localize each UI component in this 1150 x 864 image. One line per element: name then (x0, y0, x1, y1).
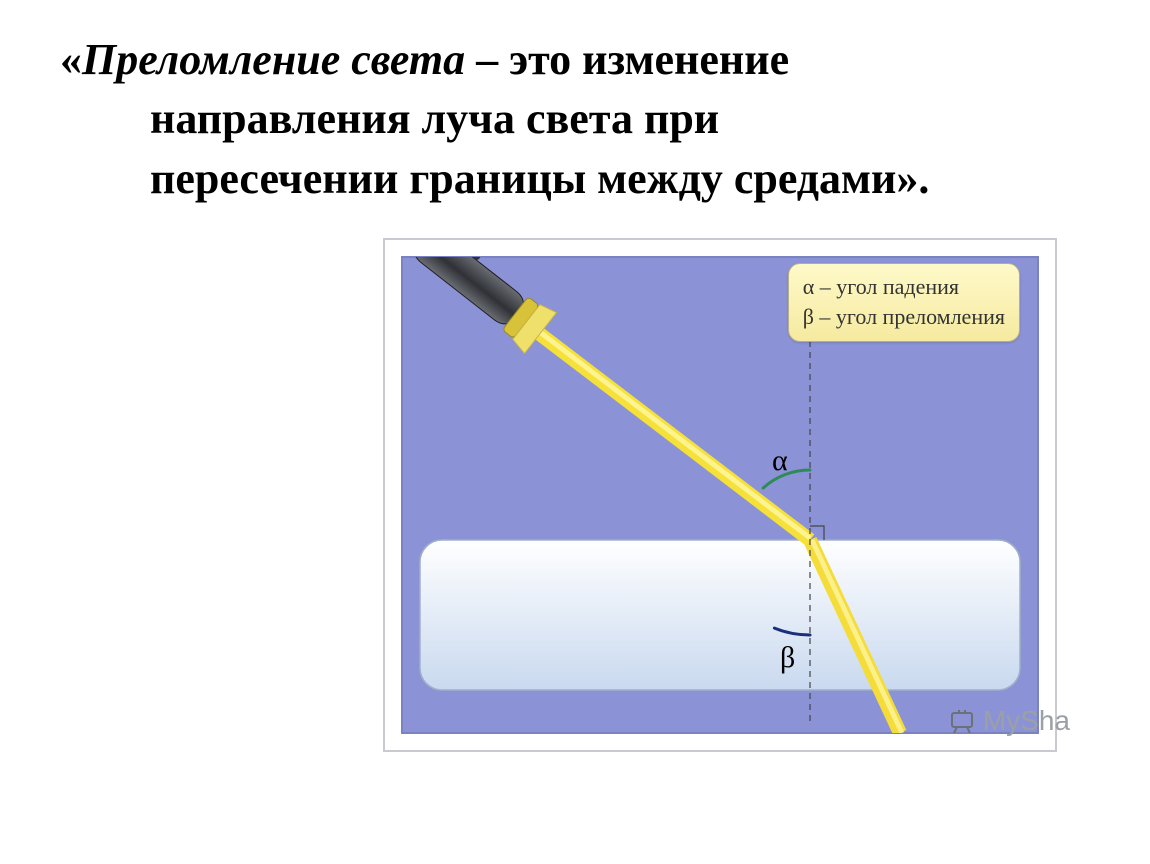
definition-line1-rest: это изменение (509, 35, 789, 84)
legend-alpha: α – угол падения (803, 272, 1005, 302)
watermark: MySha (947, 705, 1070, 737)
svg-text:β: β (780, 641, 795, 674)
definition-line3: пересечении границы между средами». (60, 149, 1120, 208)
projector-icon (947, 706, 977, 736)
legend-box: α – угол падения β – угол преломления (788, 263, 1020, 342)
term: Преломление света (82, 35, 465, 84)
refraction-diagram: α β α – угол падения β – угол преломления… (380, 235, 1060, 755)
open-quote: « (60, 35, 82, 84)
definition-text: «Преломление света – это изменение напра… (60, 30, 1120, 208)
watermark-text: MySha (983, 705, 1070, 737)
svg-text:α: α (772, 444, 788, 477)
dash: – (465, 35, 509, 84)
definition-line2: направления луча света при (60, 89, 1120, 148)
legend-beta: β – угол преломления (803, 302, 1005, 332)
